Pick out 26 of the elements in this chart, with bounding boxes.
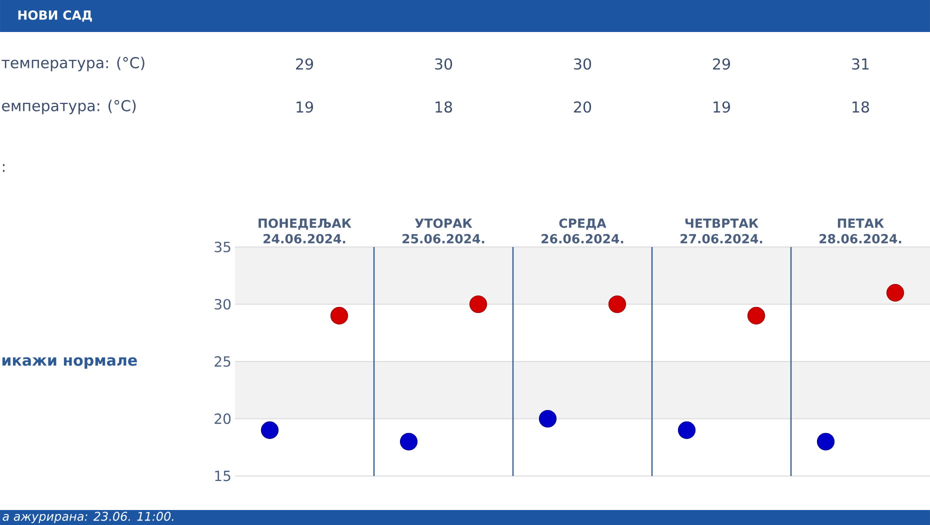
data-label: 29 <box>296 58 313 70</box>
x-tick-label: ЧЕТВРТАК 27.06.2024. <box>680 218 762 244</box>
text: а ажурирана: 23.06. 11:00. <box>2 512 174 524</box>
data-label: 30 <box>435 58 452 70</box>
data-label: 18 <box>852 101 870 113</box>
data-label: 19 <box>714 101 730 113</box>
data-label: 29 <box>713 58 730 70</box>
y-tick-label: 30 <box>214 298 231 310</box>
y-tick-label: 20 <box>214 413 231 424</box>
data-label: 31 <box>852 58 869 70</box>
data-label: 20 <box>574 101 592 113</box>
text: емпература: (°C) <box>2 100 136 114</box>
data-label: 18 <box>436 101 452 113</box>
x-tick-label: СРЕДА 26.06.2024. <box>542 218 624 244</box>
x-tick-label: ПЕТАК 28.06.2024. <box>820 218 902 244</box>
data-label: 19 <box>296 101 313 113</box>
text: икажи нормале <box>2 357 137 369</box>
y-tick-label: 35 <box>214 242 230 252</box>
x-tick-label: ПОНЕДЕЉАК 24.06.2024. <box>258 218 352 244</box>
text: НОВИ САД <box>18 10 92 22</box>
y-tick-label: 15 <box>215 470 230 482</box>
y-tick-label: 25 <box>214 356 230 367</box>
text: температура: (°C) <box>2 56 144 72</box>
text: : <box>2 164 5 172</box>
data-label: 30 <box>574 58 592 70</box>
x-tick-label: УТОРАК 25.06.2024. <box>402 218 484 244</box>
